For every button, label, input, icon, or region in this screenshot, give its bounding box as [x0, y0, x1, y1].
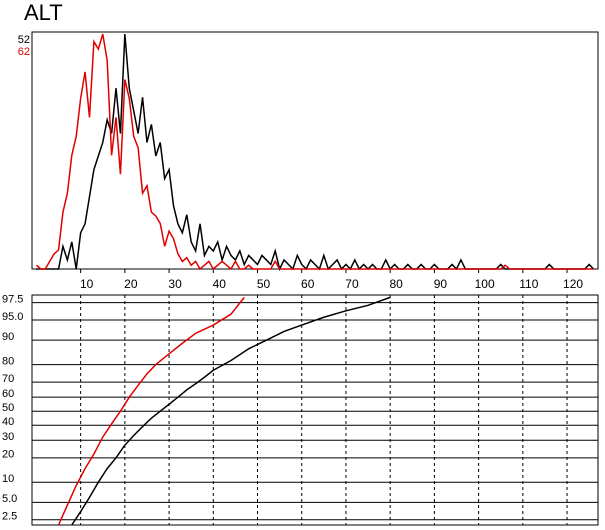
x-tick-label: 120	[563, 277, 583, 291]
x-tick-label: 30	[168, 277, 182, 291]
y-tick-label: 70	[2, 373, 14, 385]
cumulative-line	[71, 296, 391, 526]
chart-title: ALT	[24, 0, 63, 25]
x-tick-label: 110	[519, 277, 538, 291]
y-tick-label: 80	[2, 355, 14, 367]
plot-frame	[31, 294, 599, 526]
series-line	[36, 33, 595, 272]
x-tick-label: 60	[301, 277, 315, 291]
y-tick-label: 60	[2, 388, 14, 400]
y-tick-label: 90	[2, 331, 14, 343]
x-tick-label: 100	[475, 277, 495, 291]
y-tick-label: 97.5	[2, 293, 23, 305]
x-tick-label: 40	[213, 277, 227, 291]
y-tick-label: 10	[2, 473, 14, 485]
x-tick-label: 20	[124, 277, 138, 291]
x-tick-label: 10	[80, 277, 94, 291]
y-tick-label: 95.0	[2, 311, 23, 323]
x-tick-label: 50	[257, 277, 271, 291]
x-tick-label: 80	[389, 277, 403, 291]
y-tick-label: 5.0	[2, 493, 17, 505]
y-tick-label: 50	[2, 402, 14, 414]
y-tick-label: 2.5	[2, 511, 17, 523]
series-max-label: 62	[18, 46, 30, 58]
y-tick-label: 40	[2, 416, 14, 428]
plot-frame	[31, 31, 599, 270]
y-tick-label: 20	[2, 449, 14, 461]
y-tick-label: 30	[2, 431, 14, 443]
series-line	[35, 33, 594, 271]
series-max-label: 52	[18, 34, 30, 46]
x-tick-label: 70	[345, 277, 359, 291]
x-tick-label: 90	[434, 277, 448, 291]
cumulative-line	[57, 296, 245, 526]
